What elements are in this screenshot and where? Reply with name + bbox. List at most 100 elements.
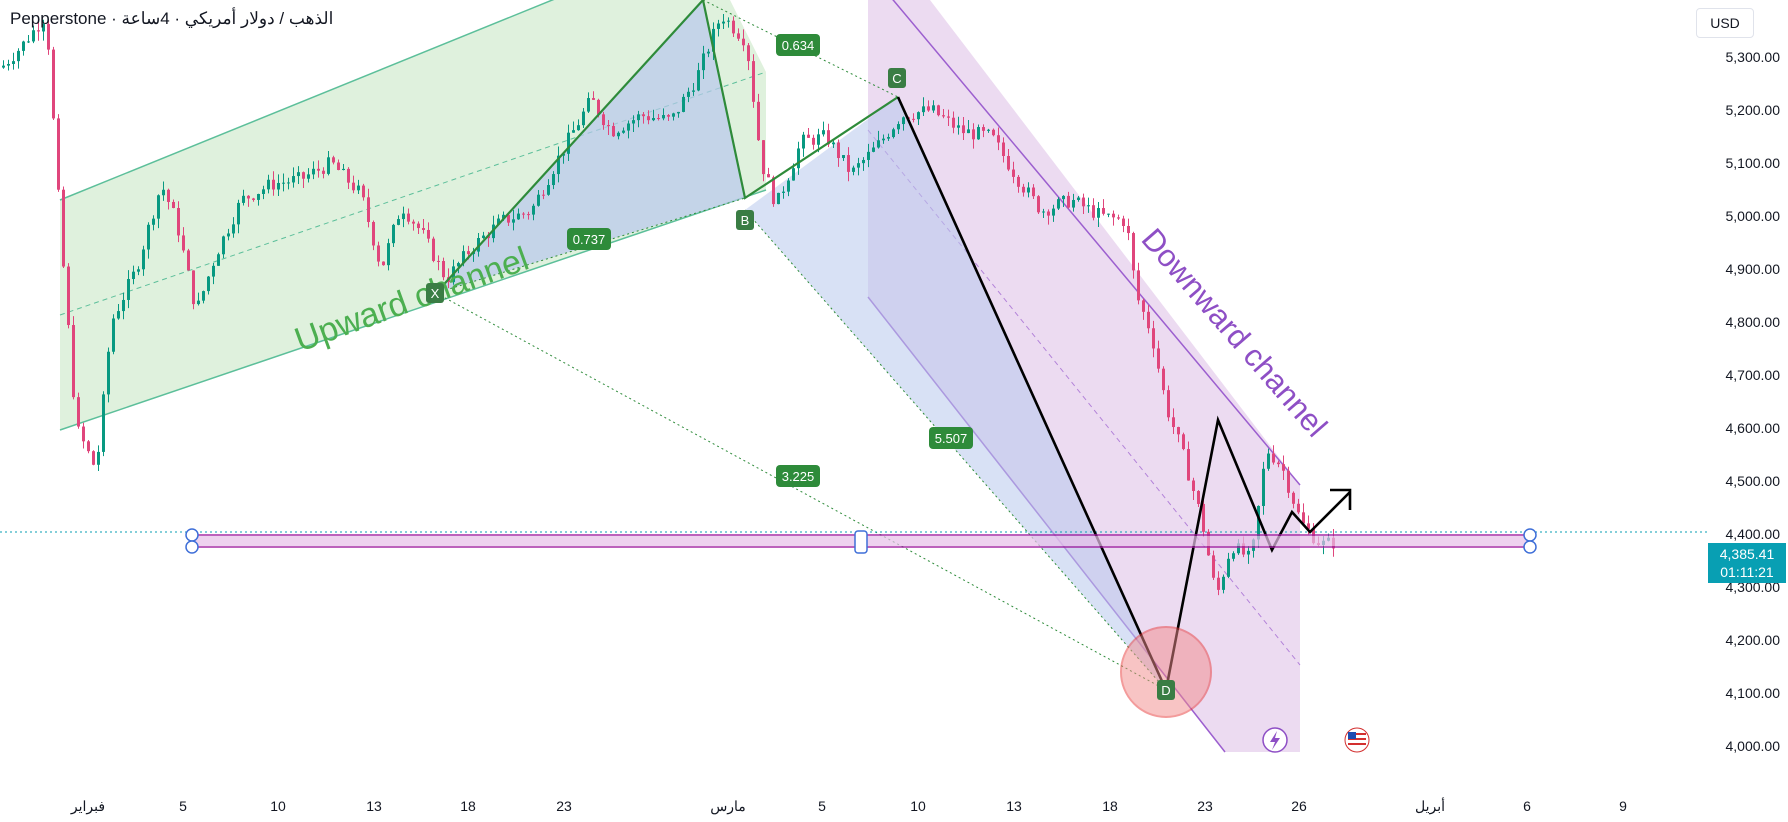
- zone-handle-mid[interactable]: [854, 530, 868, 554]
- candle-body: [1282, 464, 1285, 471]
- svg-text:D: D: [1161, 683, 1170, 698]
- candle-body: [52, 49, 55, 119]
- candle-body: [292, 176, 295, 183]
- ratio-line-xd: [435, 292, 1167, 691]
- time-label: 5: [179, 798, 187, 814]
- currency-button[interactable]: USD: [1696, 8, 1754, 38]
- candle-body: [142, 249, 145, 270]
- price-label: 4,500.00: [1725, 473, 1781, 489]
- ratio-label-0634[interactable]: 0.634: [776, 34, 820, 56]
- candle-body: [922, 106, 925, 113]
- candle-body: [1087, 205, 1090, 207]
- candle-body: [557, 155, 560, 175]
- candle-body: [297, 172, 300, 177]
- upward-channel-bottom-line[interactable]: [59, 189, 767, 431]
- candle-body: [1217, 577, 1220, 590]
- candle-body: [272, 179, 275, 190]
- candle-body: [537, 194, 540, 206]
- point-x-badge[interactable]: X: [426, 283, 444, 303]
- candle-body: [197, 300, 200, 305]
- price-label: 4,400.00: [1725, 526, 1781, 542]
- candle-body: [767, 174, 770, 178]
- candle-body: [712, 28, 715, 52]
- candle-body: [677, 111, 680, 114]
- candle-body: [137, 269, 140, 272]
- time-label: 23: [556, 798, 572, 814]
- lightning-icon[interactable]: [1262, 727, 1288, 753]
- zone-handle-left-bottom[interactable]: [185, 540, 199, 554]
- candle-body: [87, 441, 90, 452]
- us-flag-icon[interactable]: [1344, 727, 1370, 753]
- candle-body: [832, 142, 835, 145]
- candle-body: [817, 134, 820, 145]
- time-label: 10: [910, 798, 926, 814]
- candle-body: [1222, 576, 1225, 590]
- candle-body: [332, 157, 335, 163]
- candle-body: [512, 219, 515, 223]
- candle-body: [1267, 453, 1270, 469]
- zone-handle-right-bottom[interactable]: [1523, 540, 1537, 554]
- ratio-label-3225[interactable]: 3.225: [776, 465, 820, 487]
- candle-body: [822, 130, 825, 135]
- candle-body: [937, 105, 940, 116]
- candle-body: [127, 279, 130, 300]
- candle-body: [407, 213, 410, 222]
- candle-body: [982, 127, 985, 131]
- price-label: 4,900.00: [1725, 261, 1781, 277]
- candle-body: [1287, 470, 1290, 493]
- candle-body: [122, 299, 125, 312]
- candle-body: [107, 351, 110, 395]
- price-label: 4,700.00: [1725, 367, 1781, 383]
- candle-body: [527, 214, 530, 216]
- candle-body: [507, 214, 510, 223]
- candle-body: [357, 185, 360, 191]
- candle-body: [1242, 543, 1245, 555]
- candle-body: [1057, 199, 1060, 209]
- candle-body: [572, 130, 575, 133]
- candle-body: [212, 265, 215, 277]
- candle-body: [1062, 195, 1065, 200]
- candle-body: [1102, 208, 1105, 214]
- candle-body: [1202, 503, 1205, 532]
- price-label: 4,800.00: [1725, 314, 1781, 330]
- candle-body: [947, 116, 950, 118]
- candle-body: [1077, 197, 1080, 200]
- candle-body: [1177, 427, 1180, 435]
- candle-body: [1292, 492, 1295, 504]
- bar-countdown: 01:11:21: [1720, 564, 1774, 580]
- candle-body: [877, 140, 880, 148]
- candle-body: [167, 189, 170, 202]
- candle-body: [842, 155, 845, 159]
- candle-body: [1237, 543, 1240, 554]
- chart-area[interactable]: Upward channel Downward channel 0.634 0.…: [0, 0, 1708, 790]
- candle-body: [372, 221, 375, 246]
- upward-channel-top-line[interactable]: [59, 0, 700, 201]
- candle-body: [582, 111, 585, 126]
- candle-body: [547, 185, 550, 195]
- candle-body: [782, 191, 785, 193]
- target-circle[interactable]: [1120, 626, 1212, 718]
- downward-channel-band[interactable]: [868, 0, 1300, 752]
- point-c-badge[interactable]: C: [888, 68, 906, 88]
- candle-body: [607, 125, 610, 127]
- ratio-label-0737[interactable]: 0.737: [567, 228, 611, 250]
- price-axis[interactable]: 5,300.00 5,200.00 5,100.00 5,000.00 4,900.00…: [1708, 0, 1788, 790]
- candle-body: [1117, 217, 1120, 219]
- downward-channel-top-line[interactable]: [868, 0, 1301, 486]
- time-axis[interactable]: فبراير 5 10 13 18 23 مارس 5 10 13 18 23 26 أبريل 6 9: [0, 790, 1708, 822]
- candle-body: [717, 23, 720, 29]
- zone-handle-left-top[interactable]: [185, 528, 199, 542]
- candle-body: [82, 426, 85, 442]
- pattern-xabcd-line[interactable]: [435, 0, 899, 294]
- candle-body: [207, 276, 210, 292]
- zone-handle-right-top[interactable]: [1523, 528, 1537, 542]
- time-label: 5: [818, 798, 826, 814]
- ratio-label-5507[interactable]: 5.507: [929, 427, 973, 449]
- point-b-badge[interactable]: B: [736, 210, 754, 230]
- candle-body: [482, 235, 485, 239]
- candle-body: [22, 41, 25, 51]
- candle-body: [812, 137, 815, 145]
- candle-body: [502, 214, 505, 219]
- point-d-badge[interactable]: D: [1157, 680, 1175, 700]
- candle-body: [542, 194, 545, 196]
